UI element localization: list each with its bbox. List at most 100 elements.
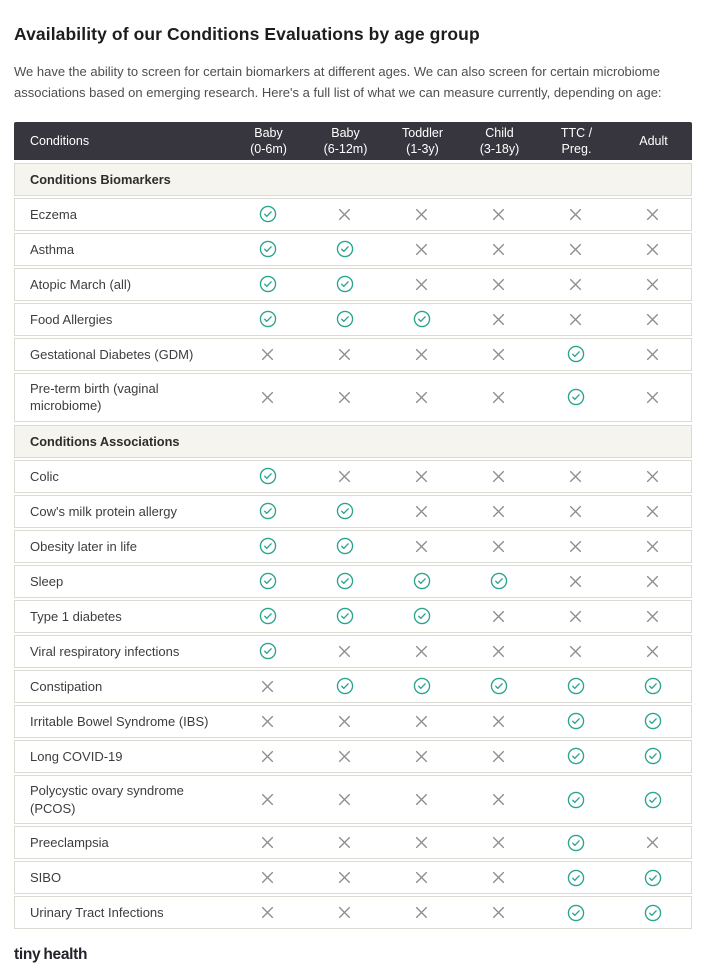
availability-cell bbox=[537, 374, 614, 421]
availability-cell bbox=[614, 496, 691, 527]
condition-label: Obesity later in life bbox=[30, 538, 137, 554]
check-circle-icon bbox=[259, 275, 277, 293]
table-row: Colic bbox=[14, 459, 692, 493]
table-body: Conditions Biomarkers Eczema Asthma Atopic … bbox=[14, 162, 692, 930]
availability-cell bbox=[614, 862, 691, 893]
x-icon bbox=[261, 391, 274, 404]
availability-cell bbox=[383, 566, 460, 597]
availability-cell bbox=[383, 461, 460, 492]
availability-cell bbox=[306, 531, 383, 562]
check-circle-icon bbox=[413, 677, 431, 695]
availability-cell bbox=[383, 269, 460, 300]
check-circle-icon bbox=[567, 834, 585, 852]
x-icon bbox=[492, 278, 505, 291]
availability-cell bbox=[537, 827, 614, 858]
availability-cell bbox=[537, 269, 614, 300]
x-icon bbox=[569, 313, 582, 326]
availability-cell bbox=[306, 269, 383, 300]
check-circle-icon bbox=[336, 607, 354, 625]
x-icon bbox=[569, 575, 582, 588]
availability-cell bbox=[229, 601, 306, 632]
availability-cell bbox=[383, 636, 460, 667]
x-icon bbox=[261, 793, 274, 806]
condition-label: Atopic March (all) bbox=[30, 276, 132, 292]
availability-cell bbox=[614, 636, 691, 667]
availability-cell bbox=[306, 566, 383, 597]
table-row: Asthma bbox=[14, 232, 692, 266]
availability-cell bbox=[614, 339, 691, 370]
table-row: Irritable Bowel Syndrome (IBS) bbox=[14, 704, 692, 738]
x-icon bbox=[492, 645, 505, 658]
availability-cell bbox=[460, 741, 537, 772]
column-header-baby-6-12m: Baby (6-12m) bbox=[323, 125, 368, 156]
availability-cell bbox=[229, 671, 306, 702]
availability-cell bbox=[614, 234, 691, 265]
x-icon bbox=[492, 836, 505, 849]
availability-cell bbox=[229, 304, 306, 335]
availability-cell bbox=[460, 461, 537, 492]
x-icon bbox=[261, 836, 274, 849]
availability-cell bbox=[537, 862, 614, 893]
availability-cell bbox=[306, 601, 383, 632]
check-circle-icon bbox=[336, 537, 354, 555]
availability-cell bbox=[383, 706, 460, 737]
availability-cell bbox=[460, 706, 537, 737]
availability-cell bbox=[229, 461, 306, 492]
x-icon bbox=[338, 906, 351, 919]
x-icon bbox=[646, 278, 659, 291]
x-icon bbox=[646, 645, 659, 658]
x-icon bbox=[492, 793, 505, 806]
availability-cell bbox=[306, 636, 383, 667]
x-icon bbox=[646, 540, 659, 553]
table-row: Atopic March (all) bbox=[14, 267, 692, 301]
x-icon bbox=[492, 906, 505, 919]
x-icon bbox=[261, 750, 274, 763]
availability-cell bbox=[460, 636, 537, 667]
column-header-ttc-preg: TTC / Preg. bbox=[560, 125, 593, 156]
check-circle-icon bbox=[336, 310, 354, 328]
check-circle-icon bbox=[336, 677, 354, 695]
availability-cell bbox=[614, 706, 691, 737]
check-circle-icon bbox=[567, 904, 585, 922]
availability-cell bbox=[383, 304, 460, 335]
x-icon bbox=[415, 645, 428, 658]
availability-cell bbox=[460, 827, 537, 858]
check-circle-icon bbox=[644, 791, 662, 809]
x-icon bbox=[646, 575, 659, 588]
x-icon bbox=[338, 715, 351, 728]
availability-cell bbox=[537, 601, 614, 632]
x-icon bbox=[492, 391, 505, 404]
availability-cell bbox=[460, 269, 537, 300]
x-icon bbox=[261, 871, 274, 884]
x-icon bbox=[492, 750, 505, 763]
availability-cell bbox=[383, 827, 460, 858]
availability-cell bbox=[537, 234, 614, 265]
x-icon bbox=[646, 470, 659, 483]
availability-cell bbox=[229, 776, 306, 823]
condition-label: Pre-term birth (vaginal microbiome) bbox=[30, 380, 159, 414]
availability-cell bbox=[306, 827, 383, 858]
condition-label: Irritable Bowel Syndrome (IBS) bbox=[30, 713, 209, 729]
availability-cell bbox=[383, 671, 460, 702]
condition-label: Cow's milk protein allergy bbox=[30, 503, 177, 519]
availability-cell bbox=[229, 531, 306, 562]
availability-cell bbox=[383, 339, 460, 370]
availability-cell bbox=[460, 339, 537, 370]
column-header-child-3-18y: Child (3-18y) bbox=[479, 125, 520, 156]
availability-cell bbox=[383, 862, 460, 893]
availability-cell bbox=[614, 741, 691, 772]
condition-label: SIBO bbox=[30, 869, 62, 885]
x-icon bbox=[569, 505, 582, 518]
column-header-conditions: Conditions bbox=[30, 133, 90, 148]
check-circle-icon bbox=[336, 240, 354, 258]
table-row: Gestational Diabetes (GDM) bbox=[14, 337, 692, 371]
check-circle-icon bbox=[567, 712, 585, 730]
availability-cell bbox=[306, 496, 383, 527]
table-row: Viral respiratory infections bbox=[14, 634, 692, 668]
availability-cell bbox=[229, 897, 306, 928]
check-circle-icon bbox=[567, 791, 585, 809]
condition-label: Type 1 diabetes bbox=[30, 608, 122, 624]
availability-cell bbox=[614, 601, 691, 632]
availability-cell bbox=[537, 496, 614, 527]
availability-cell bbox=[460, 566, 537, 597]
